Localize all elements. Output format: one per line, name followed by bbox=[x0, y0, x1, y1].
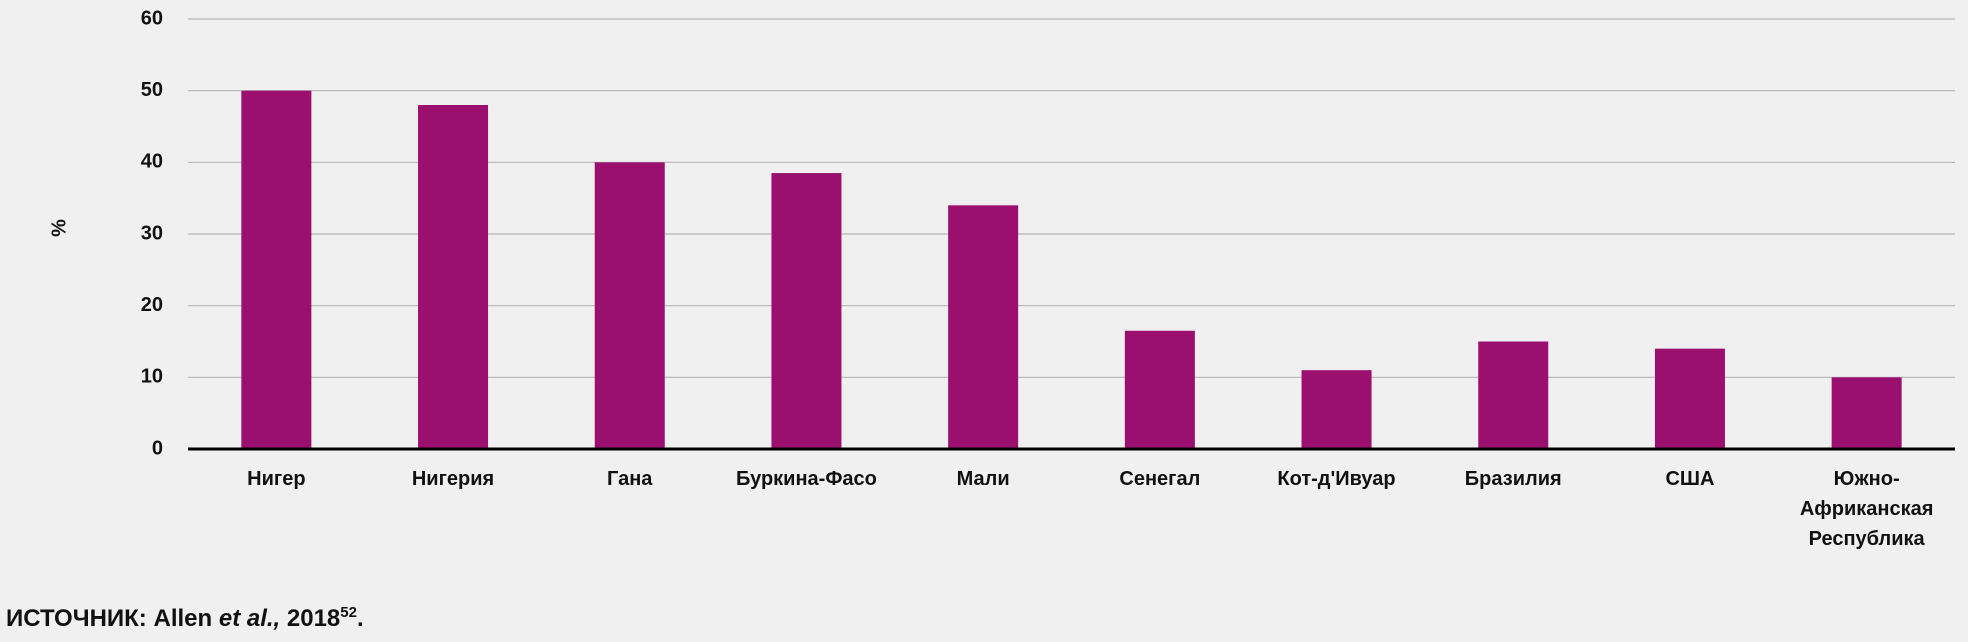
x-tick-label: Нигер bbox=[247, 468, 306, 490]
bar bbox=[948, 205, 1019, 449]
x-tick-label: Южно-Африканская Республика bbox=[1799, 468, 1934, 550]
source-ref: 52 bbox=[340, 604, 357, 621]
x-tick-label: Кот-д'Ивуар bbox=[1277, 468, 1396, 490]
source-etal: et al., bbox=[218, 605, 281, 632]
y-tick-label: 20 bbox=[141, 294, 163, 316]
bar bbox=[418, 105, 489, 449]
bar bbox=[1654, 348, 1725, 449]
x-tick-label: Нигерия bbox=[411, 468, 495, 490]
x-tick-label: США bbox=[1665, 468, 1715, 490]
y-tick-label: 10 bbox=[141, 366, 163, 388]
source-year: 2018 bbox=[286, 605, 341, 632]
bar bbox=[594, 162, 665, 450]
bar bbox=[1301, 370, 1372, 449]
source: ИСТОЧНИК: Allen et al., 201852. bbox=[6, 604, 364, 633]
source-author: Allen bbox=[153, 605, 213, 632]
x-tick-label: Мали bbox=[956, 468, 1010, 490]
bar bbox=[771, 173, 842, 450]
x-tick-label: Буркина-Фасо bbox=[735, 468, 877, 490]
bar bbox=[1831, 377, 1902, 449]
y-tick-label: 50 bbox=[141, 79, 163, 101]
source-end: . bbox=[356, 605, 364, 632]
bar bbox=[241, 90, 312, 450]
y-tick-label: 0 bbox=[152, 437, 163, 459]
y-axis-label: % bbox=[48, 219, 70, 237]
x-tick-label: Гана bbox=[607, 468, 653, 490]
x-tick-label: Бразилия bbox=[1464, 468, 1562, 490]
bar bbox=[1124, 330, 1195, 449]
source-label: ИСТОЧНИК: bbox=[6, 605, 147, 632]
y-tick-label: 60 bbox=[141, 7, 163, 29]
y-tick-label: 30 bbox=[141, 222, 163, 244]
y-tick-label: 40 bbox=[141, 151, 163, 173]
x-tick-label: Сенегал bbox=[1119, 468, 1201, 490]
bar bbox=[1478, 341, 1549, 449]
